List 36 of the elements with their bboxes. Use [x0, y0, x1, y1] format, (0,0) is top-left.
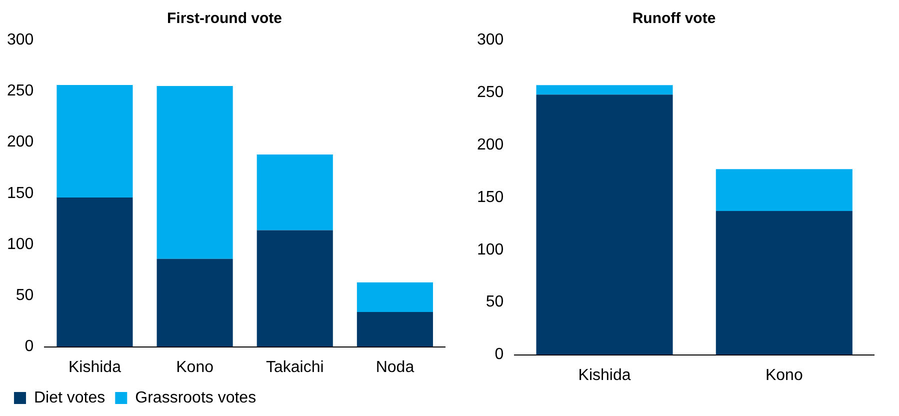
y-tick-label: 250	[476, 84, 504, 101]
chart-title: First-round vote	[167, 10, 282, 28]
bar	[356, 312, 433, 347]
bar	[716, 169, 852, 212]
chart-title: Runoff vote	[632, 10, 716, 28]
bar	[56, 197, 133, 347]
bar	[536, 85, 673, 95]
bar	[156, 258, 233, 347]
y-tick-label: 50	[486, 294, 504, 311]
bar	[356, 282, 433, 312]
bar	[716, 211, 852, 355]
y-tick-label: 250	[6, 82, 34, 100]
bar	[536, 94, 673, 355]
bar	[156, 86, 233, 259]
y-tick-label: 100	[6, 236, 34, 253]
x-tick-label: Kono	[176, 358, 214, 376]
x-tick-label: Takaichi	[266, 358, 324, 376]
bar	[256, 154, 333, 230]
y-tick-label: 150	[6, 184, 34, 202]
bar	[256, 230, 333, 347]
bar	[56, 85, 133, 198]
legend-label: Diet votes	[34, 389, 106, 406]
y-tick-label: 0	[494, 346, 504, 364]
x-tick-label: Kishida	[578, 366, 631, 384]
y-tick-label: 100	[476, 241, 504, 258]
x-tick-label: Kishida	[68, 358, 122, 376]
y-tick-label: 200	[476, 136, 504, 154]
y-tick-label: 200	[6, 134, 34, 151]
x-tick-label: Kono	[765, 366, 803, 384]
y-tick-label: 50	[16, 287, 34, 304]
y-tick-label: 300	[6, 31, 34, 48]
y-tick-label: 0	[24, 338, 34, 356]
y-tick-label: 150	[476, 188, 504, 206]
x-tick-label: Noda	[376, 358, 414, 376]
legend-label: Grassroots votes	[135, 389, 256, 406]
y-tick-label: 300	[476, 31, 504, 48]
